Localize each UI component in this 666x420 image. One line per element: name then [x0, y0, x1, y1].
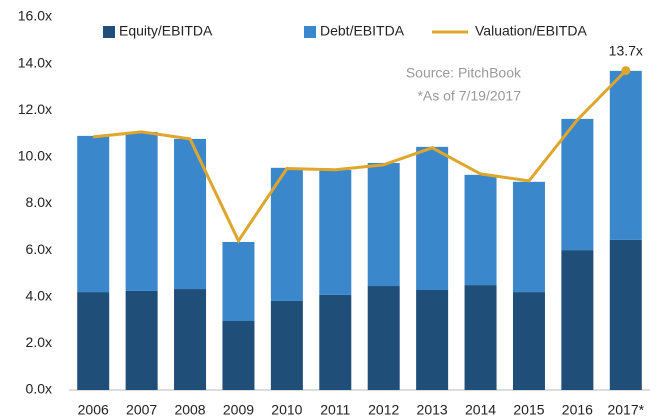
bar — [561, 250, 594, 390]
x-tick-label: 2008 — [174, 402, 205, 418]
legend-swatch — [103, 26, 115, 38]
y-tick-label: 0.0x — [26, 381, 52, 397]
x-tick-label: 2016 — [562, 402, 593, 418]
x-tick-label: 2006 — [78, 402, 109, 418]
bar — [125, 290, 158, 390]
legend-swatch — [304, 26, 316, 38]
x-tick-label: 2015 — [513, 402, 544, 418]
bar — [367, 286, 400, 390]
x-tick-label: 2014 — [465, 402, 496, 418]
bar — [125, 131, 158, 291]
x-tick-label: 2012 — [368, 402, 399, 418]
x-tick-label: 2017* — [607, 402, 644, 418]
bar — [319, 169, 352, 295]
data-label: 13.7x — [609, 42, 643, 58]
y-tick-label: 16.0x — [18, 8, 52, 24]
legend-label: Equity/EBITDA — [119, 23, 213, 39]
x-tick-label: 2010 — [271, 402, 302, 418]
point — [621, 66, 631, 76]
bar — [609, 70, 642, 240]
bar — [464, 174, 497, 286]
bar — [319, 294, 352, 390]
bar — [270, 300, 303, 390]
annotation: Source: PitchBook — [406, 65, 522, 81]
legend-label: Valuation/EBITDA — [475, 23, 587, 39]
bar — [174, 289, 207, 390]
bar — [416, 289, 449, 390]
x-tick-label: 2007 — [126, 402, 157, 418]
bar — [77, 292, 110, 390]
y-tick-label: 2.0x — [26, 334, 52, 350]
y-tick-label: 8.0x — [26, 194, 52, 210]
bar — [416, 146, 449, 290]
bar — [367, 162, 400, 287]
bar — [512, 292, 545, 390]
bar — [77, 135, 110, 293]
bar — [222, 320, 255, 390]
y-tick-label: 14.0x — [18, 54, 52, 70]
bar — [222, 241, 255, 321]
x-tick-label: 2009 — [223, 402, 254, 418]
line — [93, 69, 627, 244]
y-tick-label: 10.0x — [18, 148, 52, 164]
bar — [561, 118, 594, 251]
x-tick-label: 2011 — [320, 402, 350, 418]
y-tick-label: 12.0x — [18, 101, 52, 117]
bar — [512, 181, 545, 293]
bar — [270, 167, 303, 301]
x-tick-label: 2013 — [417, 402, 448, 418]
bar — [609, 239, 642, 390]
annotation: *As of 7/19/2017 — [417, 88, 521, 104]
legend-label: Debt/EBITDA — [320, 23, 405, 39]
bar — [464, 285, 497, 390]
y-tick-label: 4.0x — [26, 287, 52, 303]
y-tick-label: 6.0x — [26, 241, 52, 257]
